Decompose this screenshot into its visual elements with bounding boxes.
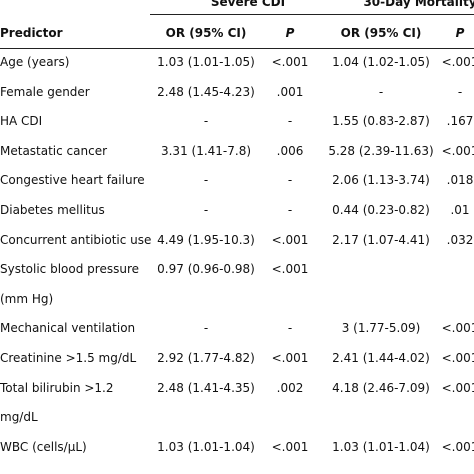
cell: 0.97 (0.96-0.98) bbox=[157, 262, 255, 277]
cell: - bbox=[203, 321, 209, 336]
predictor: Creatinine >1.5 mg/dL bbox=[0, 351, 137, 365]
cell: - bbox=[378, 84, 384, 99]
cell: 3 (1.77-5.09) bbox=[341, 321, 421, 336]
group-rule bbox=[150, 14, 474, 15]
column-header: Predictor bbox=[0, 26, 63, 40]
cell: <.001 bbox=[441, 439, 474, 454]
cell: - bbox=[287, 114, 293, 129]
column-header: P bbox=[285, 26, 295, 40]
cell: 4.49 (1.95-10.3) bbox=[157, 232, 255, 247]
group-header: Severe CDI bbox=[210, 0, 286, 9]
cell: 2.92 (1.77-4.82) bbox=[157, 351, 255, 365]
cell: 1.04 (1.02-1.05) bbox=[332, 55, 430, 69]
cell: 1.03 (1.01-1.04) bbox=[157, 439, 255, 454]
column-header: OR (95% CI) bbox=[165, 26, 247, 40]
cell: <.001 bbox=[271, 439, 309, 454]
predictor: Diabetes mellitus bbox=[0, 203, 105, 217]
predictor: Age (years) bbox=[0, 55, 70, 69]
cell: - bbox=[203, 203, 209, 217]
cell: 2.41 (1.44-4.02) bbox=[332, 351, 430, 365]
cell: 1.03 (1.01-1.05) bbox=[157, 55, 255, 69]
predictor: HA CDI bbox=[0, 114, 43, 129]
cell: 4.18 (2.46-7.09) bbox=[332, 380, 430, 395]
cell: <.001 bbox=[271, 232, 309, 247]
column-header: P bbox=[455, 26, 465, 40]
cell: - bbox=[457, 84, 463, 99]
cell: <.001 bbox=[441, 55, 474, 69]
predictor: Congestive heart failure bbox=[0, 173, 145, 188]
cell: 2.48 (1.41-4.35) bbox=[157, 380, 255, 395]
cell: <.001 bbox=[441, 143, 474, 158]
predictor: Female gender bbox=[0, 84, 90, 99]
cell: .006 bbox=[276, 143, 304, 158]
cell: <.001 bbox=[441, 321, 474, 336]
cell: 1.55 (0.83-2.87) bbox=[332, 114, 430, 129]
predictor: WBC (cells/μL) bbox=[0, 439, 87, 454]
cell: - bbox=[203, 114, 209, 129]
cell: 2.48 (1.45-4.23) bbox=[157, 84, 255, 99]
predictor: Systolic blood pressure bbox=[0, 262, 139, 277]
predictor: mg/dL bbox=[0, 410, 38, 425]
cell: 2.17 (1.07-4.41) bbox=[332, 232, 430, 247]
predictor: (mm Hg) bbox=[0, 291, 54, 306]
group-header: 30-Day Mortality bbox=[363, 0, 474, 9]
cell: .018 bbox=[446, 173, 474, 188]
cell: .001 bbox=[276, 84, 304, 99]
predictor: Total bilirubin >1.2 bbox=[0, 380, 114, 395]
predictor: Mechanical ventilation bbox=[0, 321, 136, 336]
predictor: Metastatic cancer bbox=[0, 143, 108, 158]
cell: 5.28 (2.39-11.63) bbox=[328, 143, 434, 158]
cell: <.001 bbox=[271, 351, 309, 365]
cell: .01 bbox=[450, 203, 470, 217]
cell: - bbox=[287, 173, 293, 188]
cell: - bbox=[287, 203, 293, 217]
header-rule bbox=[0, 48, 474, 49]
cell: 3.31 (1.41-7.8) bbox=[160, 143, 252, 158]
column-header: OR (95% CI) bbox=[340, 26, 422, 40]
cell: <.001 bbox=[441, 380, 474, 395]
cell: <.001 bbox=[271, 55, 309, 69]
cell: .002 bbox=[276, 380, 304, 395]
cell: - bbox=[203, 173, 209, 188]
cell: <.001 bbox=[441, 351, 474, 365]
cell: .167 bbox=[446, 114, 474, 129]
cell: - bbox=[287, 321, 293, 336]
cell: 1.03 (1.01-1.04) bbox=[332, 439, 430, 454]
cell: .032 bbox=[446, 232, 474, 247]
cell: 0.44 (0.23-0.82) bbox=[332, 203, 430, 217]
cell: 2.06 (1.13-3.74) bbox=[332, 173, 430, 188]
cell: <.001 bbox=[271, 262, 309, 277]
predictor: Concurrent antibiotic use bbox=[0, 232, 152, 247]
